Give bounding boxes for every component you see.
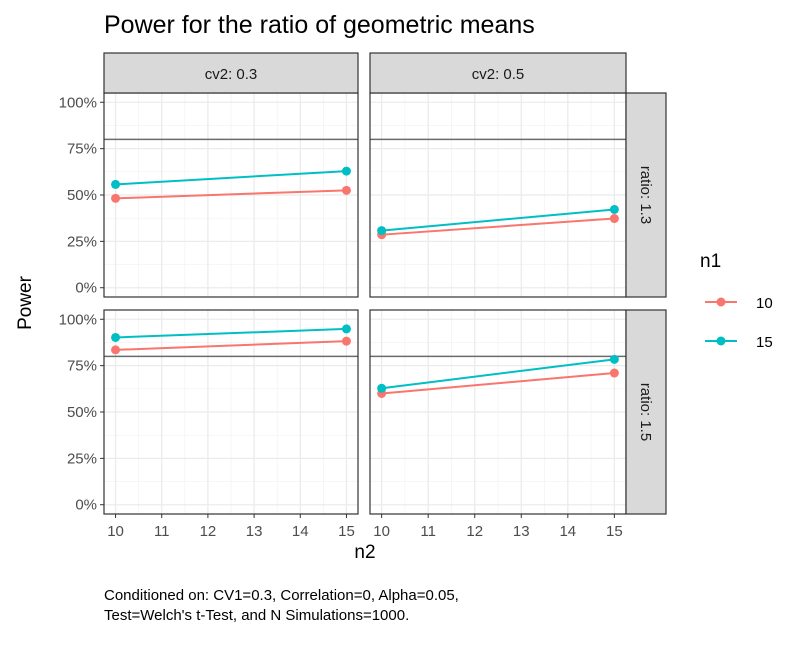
data-point-n1-15 bbox=[377, 383, 387, 393]
data-point-n1-15 bbox=[609, 204, 619, 214]
data-point-n1-15 bbox=[609, 354, 619, 364]
x-tick-label: 13 bbox=[513, 523, 530, 540]
facet-strip-row bbox=[625, 92, 667, 298]
x-tick-label: 15 bbox=[338, 523, 355, 540]
data-point-n1-15 bbox=[111, 332, 121, 342]
facet-strip-col bbox=[369, 52, 627, 94]
data-point-n1-10 bbox=[609, 214, 619, 224]
x-tick-label: 14 bbox=[292, 523, 309, 540]
x-tick-label: 11 bbox=[420, 523, 436, 540]
caption-line-1: Conditioned on: CV1=0.3, Correlation=0, … bbox=[104, 587, 459, 604]
legend-title: n1 bbox=[700, 251, 721, 272]
series-line-n1-15 bbox=[115, 327, 347, 339]
data-point-n1-10 bbox=[341, 336, 351, 346]
legend-key-point-15 bbox=[716, 336, 726, 346]
y-tick-label: 50% bbox=[67, 187, 97, 204]
facet-panel: 0% 25% 50% 75% 100% 10 11 12 13 14 15 bbox=[59, 309, 359, 540]
y-axis-label: Power bbox=[15, 275, 36, 330]
chart-title: Power for the ratio of geometric means bbox=[104, 11, 535, 39]
facet-strip-row-label: ratio: 1.5 bbox=[637, 383, 654, 441]
x-tick-label: 13 bbox=[246, 523, 263, 540]
x-tick-label: 12 bbox=[466, 523, 483, 540]
facet-panel bbox=[369, 92, 627, 298]
facet-strip-row bbox=[625, 309, 667, 515]
y-tick-label: 50% bbox=[67, 404, 97, 421]
facet-strip-col-label: cv2: 0.3 bbox=[205, 66, 258, 83]
facet-strip-col-label: cv2: 0.5 bbox=[472, 66, 525, 83]
x-tick-label: 14 bbox=[559, 523, 576, 540]
caption-line-2: Test=Welch's t-Test, and N Simulations=1… bbox=[104, 607, 409, 624]
series-line-n1-10 bbox=[115, 340, 347, 351]
x-tick-label: 10 bbox=[107, 523, 124, 540]
series-line-n1-15 bbox=[381, 358, 615, 390]
y-tick-label: 0% bbox=[75, 280, 97, 297]
legend: n1 10 15 bbox=[700, 251, 773, 351]
facet-panel: 0% 25% 50% 75% 100% bbox=[59, 92, 359, 298]
data-point-n1-15 bbox=[377, 226, 387, 236]
series-line-n1-10 bbox=[115, 189, 347, 200]
legend-label-10: 10 bbox=[756, 295, 773, 312]
data-point-n1-10 bbox=[111, 193, 121, 203]
series-line-n1-10 bbox=[381, 372, 615, 395]
x-tick-label: 15 bbox=[606, 523, 623, 540]
data-point-n1-15 bbox=[341, 324, 351, 334]
y-tick-label: 100% bbox=[59, 311, 97, 328]
legend-label-15: 15 bbox=[756, 334, 773, 351]
y-tick-label: 100% bbox=[59, 94, 97, 111]
facet-strip-row-label: ratio: 1.3 bbox=[637, 166, 654, 224]
data-point-n1-10 bbox=[609, 368, 619, 378]
series-line-n1-15 bbox=[115, 170, 347, 186]
series-line-n1-15 bbox=[381, 208, 615, 232]
y-tick-label: 25% bbox=[67, 450, 97, 467]
facet-strip-col bbox=[103, 52, 359, 94]
series-line-n1-10 bbox=[381, 217, 615, 236]
x-tick-label: 12 bbox=[200, 523, 217, 540]
x-tick-label: 10 bbox=[373, 523, 390, 540]
legend-key-point-10 bbox=[716, 297, 726, 307]
facet-panel: 10 11 12 13 14 15 bbox=[369, 309, 627, 540]
x-tick-label: 11 bbox=[154, 523, 170, 540]
data-point-n1-10 bbox=[111, 345, 121, 355]
y-tick-label: 25% bbox=[67, 233, 97, 250]
data-point-n1-15 bbox=[111, 179, 121, 189]
y-tick-label: 75% bbox=[67, 358, 97, 375]
data-point-n1-15 bbox=[341, 166, 351, 176]
data-point-n1-10 bbox=[341, 185, 351, 195]
y-tick-label: 0% bbox=[75, 497, 97, 514]
y-tick-label: 75% bbox=[67, 141, 97, 158]
x-axis-label: n2 bbox=[354, 542, 375, 563]
